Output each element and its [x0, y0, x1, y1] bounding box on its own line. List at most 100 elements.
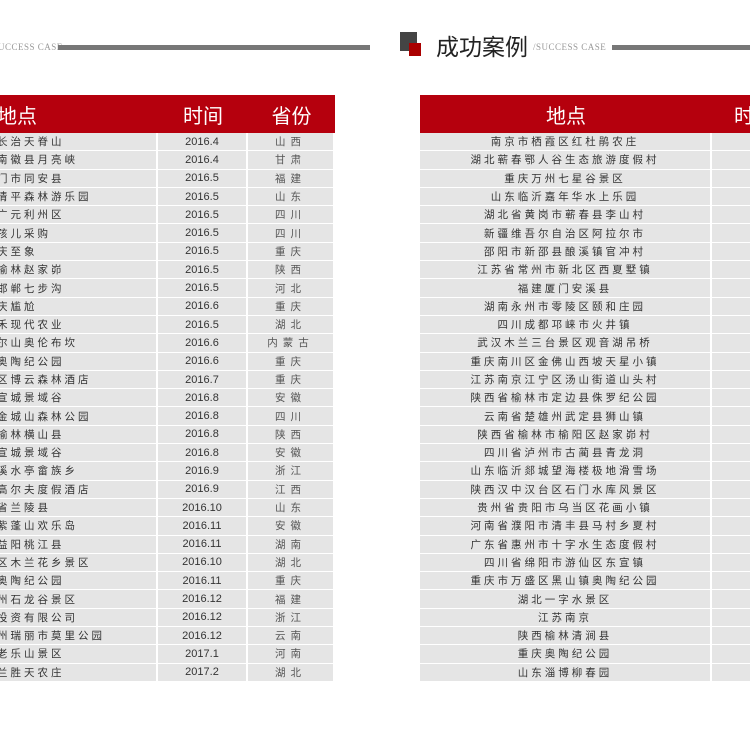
- time-cell: [712, 169, 750, 188]
- location-cell: 新疆维吾尔自治区阿拉尔市: [420, 224, 712, 243]
- time-cell: [712, 315, 750, 335]
- province-cell: 湖北: [248, 315, 335, 335]
- province-cell: 甘肃: [248, 151, 335, 170]
- province-cell: 内蒙古: [248, 334, 335, 353]
- table-row: 榆林横山县 2016.8 陕西: [0, 425, 335, 445]
- time-cell: 2016.5: [158, 261, 248, 280]
- location-cell: 投资有限公司: [0, 608, 158, 628]
- time-cell: [712, 334, 750, 353]
- location-cell: 清平森林游乐园: [0, 187, 158, 207]
- table-row: 四川省泸州市古蔺县青龙洞: [420, 444, 750, 463]
- location-cell: 邯郸七步沟: [0, 279, 158, 298]
- province-cell: 重庆: [248, 572, 335, 591]
- time-cell: 2016.6: [158, 334, 248, 353]
- time-cell: 2016.10: [158, 553, 248, 573]
- time-cell: 2016.9: [158, 462, 248, 481]
- time-cell: 2016.5: [158, 206, 248, 225]
- time-cell: [712, 553, 750, 573]
- location-cell: 重庆南川区金佛山西坡天星小镇: [420, 352, 712, 371]
- table-row: 云南省楚雄州武定县狮山镇: [420, 407, 750, 426]
- time-cell: 2016.11: [158, 572, 248, 591]
- time-cell: 2016.7: [158, 370, 248, 390]
- table-row: 陕西省榆林市榆阳区赵家峁村: [420, 425, 750, 445]
- table-row: 紫蓬山欢乐岛 2016.11 安徽: [0, 517, 335, 536]
- location-cell: 湖北省黄岗市蕲春县李山村: [420, 206, 712, 225]
- location-cell: 重庆市万盛区黑山镇奥陶纪公园: [420, 572, 712, 591]
- time-cell: [712, 297, 750, 316]
- table-row: 溪水亭畲族乡 2016.9 浙江: [0, 462, 335, 481]
- table-row: 孩儿采购 2016.5 四川: [0, 224, 335, 243]
- table-row: 州瑞丽市莫里公园 2016.12 云南: [0, 627, 335, 646]
- page-subtitle: /SUCCESS CASE: [533, 42, 607, 52]
- header-location: 地点: [0, 95, 158, 133]
- province-cell: 陕西: [248, 261, 335, 280]
- time-cell: [712, 242, 750, 262]
- time-cell: 2016.4: [158, 151, 248, 170]
- location-cell: 贵州省贵阳市乌当区花画小镇: [420, 498, 712, 518]
- table-row: 湖北省黄岗市蕲春县李山村: [420, 206, 750, 225]
- time-cell: 2016.10: [158, 498, 248, 518]
- header-location: 地点: [420, 95, 712, 133]
- table-row: 门市同安县 2016.5 福建: [0, 169, 335, 188]
- location-cell: 武汉木兰三台景区观音湖吊桥: [420, 334, 712, 353]
- time-cell: 2016.6: [158, 352, 248, 371]
- time-cell: [712, 224, 750, 243]
- table-row: 重庆市万盛区黑山镇奥陶纪公园: [420, 572, 750, 591]
- province-cell: 重庆: [248, 352, 335, 371]
- time-cell: [712, 608, 750, 628]
- time-cell: 2016.12: [158, 590, 248, 609]
- location-cell: 尔山奥伦布坎: [0, 334, 158, 353]
- table-row: 益阳桃江县 2016.11 湖南: [0, 535, 335, 554]
- time-cell: 2016.8: [158, 389, 248, 408]
- location-cell: 南京市栖霞区红杜鹃农庄: [420, 133, 712, 152]
- location-cell: 福建厦门安溪县: [420, 279, 712, 298]
- location-cell: 奥陶纪公园: [0, 352, 158, 371]
- table-row: 宣城景域谷 2016.8 安徽: [0, 389, 335, 408]
- time-cell: [712, 444, 750, 463]
- header-province: 省份: [248, 95, 335, 133]
- location-cell: 广东省惠州市十字水生态度假村: [420, 535, 712, 554]
- time-cell: [712, 133, 750, 152]
- time-cell: [712, 206, 750, 225]
- time-cell: 2016.5: [158, 224, 248, 243]
- province-cell: 四川: [248, 206, 335, 225]
- time-cell: 2016.5: [158, 315, 248, 335]
- province-cell: 山西: [248, 133, 335, 152]
- time-cell: [712, 370, 750, 390]
- location-cell: 湖北一字水景区: [420, 590, 712, 609]
- location-cell: 南徽县月亮峡: [0, 151, 158, 170]
- table-row: 陕西汉中汉台区石门水库风景区: [420, 480, 750, 499]
- location-cell: 金城山森林公园: [0, 407, 158, 426]
- right-divider-line: [612, 45, 750, 50]
- time-cell: 2016.4: [158, 133, 248, 152]
- time-cell: [712, 187, 750, 207]
- province-cell: 湖北: [248, 553, 335, 573]
- time-cell: 2016.5: [158, 242, 248, 262]
- page-title: 成功案例: [436, 35, 528, 61]
- table-row: 南徽县月亮峡 2016.4 甘肃: [0, 151, 335, 170]
- table-row: 庆尴尬 2016.6 重庆: [0, 297, 335, 316]
- table-row: 广元利州区 2016.5 四川: [0, 206, 335, 225]
- time-cell: 2016.8: [158, 444, 248, 463]
- time-cell: 2016.5: [158, 279, 248, 298]
- table-row: 奥陶纪公园 2016.6 重庆: [0, 352, 335, 371]
- province-cell: 湖南: [248, 535, 335, 554]
- location-cell: 重庆万州七星谷景区: [420, 169, 712, 188]
- table-row: 庆至象 2016.5 重庆: [0, 242, 335, 262]
- table-row: 贵州省贵阳市乌当区花画小镇: [420, 498, 750, 518]
- table-row: 河南省濮阳市清丰县马村乡夏村: [420, 517, 750, 536]
- province-cell: 浙江: [248, 462, 335, 481]
- time-cell: 2016.9: [158, 480, 248, 499]
- table-row: 重庆万州七星谷景区: [420, 169, 750, 188]
- time-cell: [712, 645, 750, 664]
- province-cell: 湖北: [248, 663, 335, 682]
- location-cell: 宣城景域谷: [0, 444, 158, 463]
- table-row: 湖南永州市零陵区颐和庄园: [420, 297, 750, 316]
- location-cell: 庆至象: [0, 242, 158, 262]
- time-cell: 2016.5: [158, 169, 248, 188]
- table-row: 山东临沂郯城望海楼极地滑雪场: [420, 462, 750, 481]
- time-cell: [712, 151, 750, 170]
- header-time: 时间: [712, 95, 750, 133]
- time-cell: [712, 663, 750, 682]
- location-cell: 陕西汉中汉台区石门水库风景区: [420, 480, 712, 499]
